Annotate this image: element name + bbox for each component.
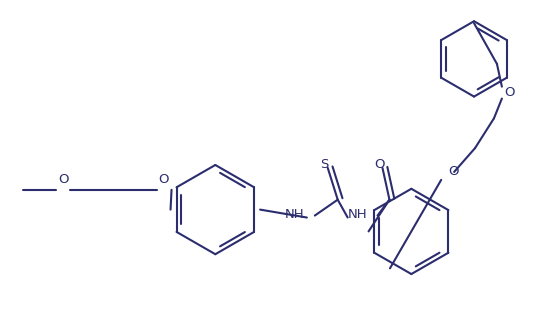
Text: O: O	[374, 158, 385, 171]
Text: O: O	[505, 86, 515, 99]
Text: O: O	[448, 165, 459, 178]
Text: O: O	[58, 173, 68, 186]
Text: NH: NH	[285, 208, 305, 221]
Text: O: O	[158, 173, 169, 186]
Text: NH: NH	[348, 208, 367, 221]
Text: S: S	[320, 158, 329, 171]
